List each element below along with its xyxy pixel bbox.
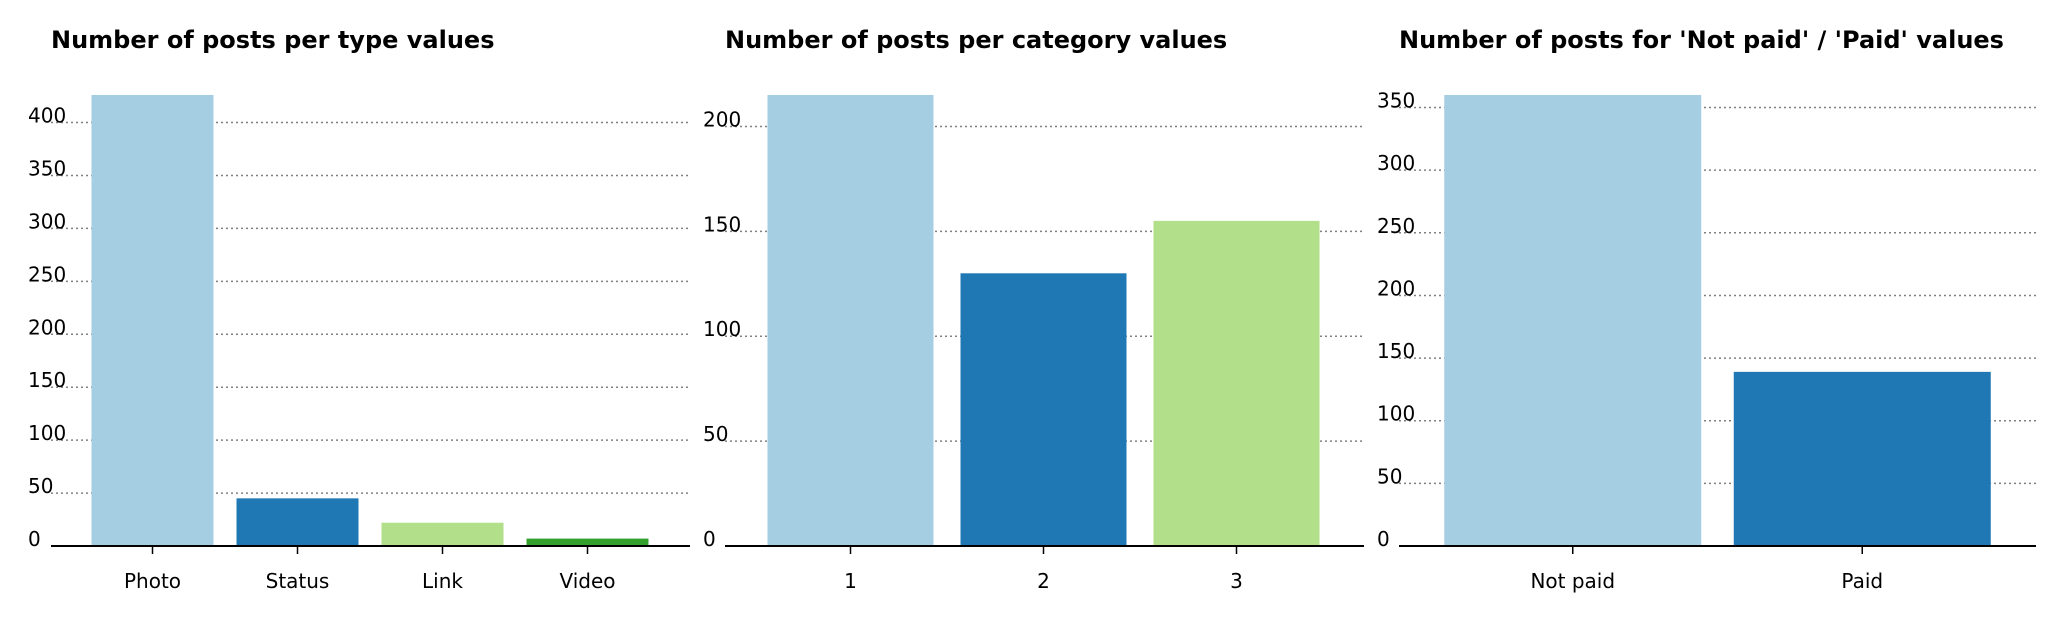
bar-status — [236, 498, 359, 546]
x-tick-labels: Photo Status Link Video — [124, 546, 616, 593]
x-tick-label: Status — [266, 569, 330, 593]
bar-link — [381, 522, 504, 546]
y-tick-label: 50 — [703, 422, 728, 446]
y-tick-labels: 0 50 100 150 200 250 300 350 — [1377, 89, 1415, 551]
x-tick-labels: Not paid Paid — [1530, 546, 1883, 593]
chart-title: Number of posts per type values — [51, 26, 494, 54]
y-tick-label: 100 — [703, 317, 741, 341]
y-tick-label: 0 — [28, 527, 41, 551]
chart-panel-category: Number of posts per category values 0 50 1… — [703, 26, 1364, 593]
y-tick-label: 50 — [1377, 464, 1402, 488]
bar-3 — [1153, 220, 1320, 546]
x-tick-label: 2 — [1037, 569, 1050, 593]
bar-paid — [1733, 371, 1991, 546]
y-tick-label: 50 — [28, 474, 53, 498]
y-tick-label: 200 — [1377, 276, 1415, 300]
y-tick-label: 350 — [28, 156, 66, 180]
bars — [767, 95, 1320, 546]
y-tick-label: 150 — [703, 212, 741, 236]
y-tick-labels: 0 50 100 150 200 — [703, 107, 741, 551]
bars — [1444, 95, 1991, 546]
y-tick-label: 300 — [1377, 151, 1415, 175]
x-tick-label: 1 — [844, 569, 857, 593]
y-tick-label: 400 — [28, 104, 66, 128]
y-tick-label: 200 — [28, 315, 66, 339]
y-tick-label: 250 — [1377, 214, 1415, 238]
bar-1 — [767, 95, 934, 546]
x-tick-label: Paid — [1841, 569, 1883, 593]
y-tick-label: 0 — [703, 527, 716, 551]
x-tick-label: Video — [559, 569, 615, 593]
x-tick-label: Photo — [124, 569, 181, 593]
y-tick-labels: 0 50 100 150 200 250 300 350 400 — [28, 104, 66, 551]
chart-title: Number of posts per category values — [725, 26, 1227, 54]
bar-photo — [91, 95, 214, 546]
bar-video — [526, 538, 649, 546]
y-tick-label: 200 — [703, 107, 741, 131]
y-tick-label: 0 — [1377, 527, 1390, 551]
bars — [91, 95, 649, 546]
chart-panel-type: Number of posts per type values 0 50 100 15… — [28, 26, 690, 593]
x-tick-label: Link — [422, 569, 463, 593]
y-tick-label: 300 — [28, 209, 66, 233]
x-tick-label: Not paid — [1530, 569, 1615, 593]
y-tick-label: 150 — [28, 368, 66, 392]
y-tick-label: 100 — [1377, 402, 1415, 426]
x-tick-labels: 1 2 3 — [844, 546, 1243, 593]
y-tick-label: 250 — [28, 262, 66, 286]
y-tick-label: 350 — [1377, 89, 1415, 113]
x-tick-label: 3 — [1230, 569, 1243, 593]
bar-not-paid — [1444, 95, 1702, 546]
y-tick-label: 150 — [1377, 339, 1415, 363]
chart-panel-paid: Number of posts for 'Not paid' / 'Paid' … — [1377, 26, 2036, 593]
bar-2 — [960, 273, 1127, 546]
chart-title: Number of posts for 'Not paid' / 'Paid' … — [1399, 26, 2004, 54]
y-tick-label: 100 — [28, 421, 66, 445]
